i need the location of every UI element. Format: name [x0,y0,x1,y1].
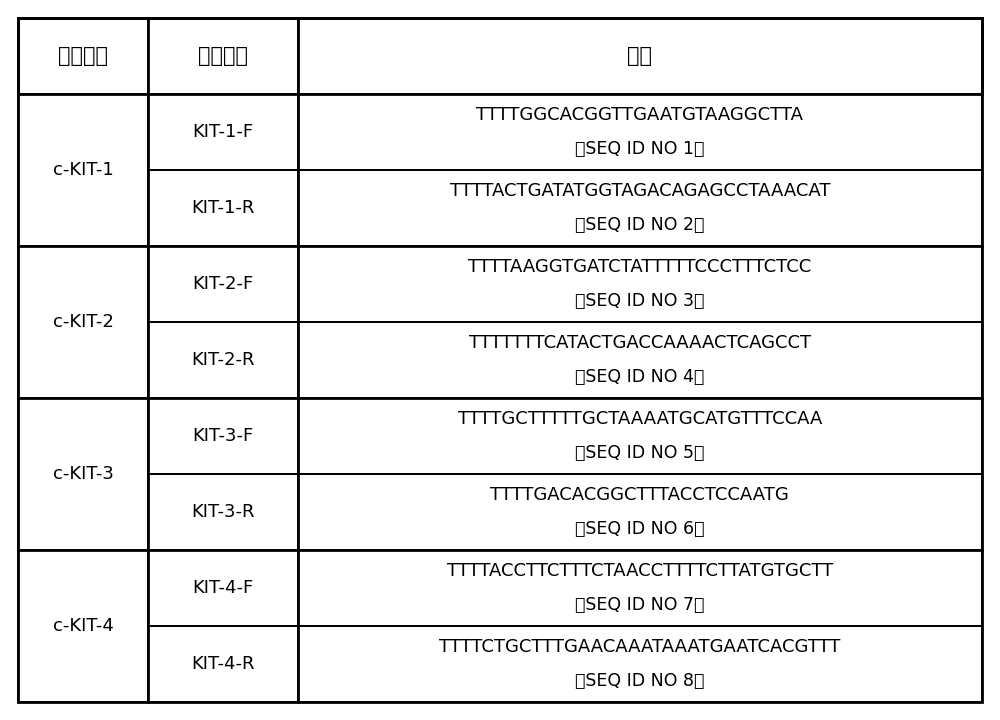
Text: KIT-1-R: KIT-1-R [191,199,255,217]
Text: c-KIT-1: c-KIT-1 [53,161,113,179]
Text: （SEQ ID NO 5）: （SEQ ID NO 5） [575,444,704,462]
Bar [298,474,982,550]
Bar [148,626,298,702]
Bar [298,550,982,626]
Text: KIT-3-F: KIT-3-F [192,427,253,445]
Bar [148,550,298,626]
Text: （SEQ ID NO 4）: （SEQ ID NO 4） [575,368,704,386]
Text: TTTTGACACGGCTTTACCTCCAATG: TTTTGACACGGCTTTACCTCCAATG [490,486,789,504]
Bar [18,246,148,398]
Bar [148,474,298,550]
Text: KIT-2-R: KIT-2-R [191,351,255,369]
Bar [298,170,982,246]
Text: 引物名称: 引物名称 [198,46,248,66]
Text: KIT-4-R: KIT-4-R [191,655,255,673]
Text: TTTTAAGGTGATCTATTTTTCCCTTTCTCC: TTTTAAGGTGATCTATTTTTCCCTTTCTCC [468,258,811,276]
Text: （SEQ ID NO 7）: （SEQ ID NO 7） [575,595,704,613]
Text: KIT-4-F: KIT-4-F [192,579,253,597]
Bar [148,170,298,246]
Bar [18,94,148,246]
Bar [298,94,982,170]
Text: c-KIT-3: c-KIT-3 [53,465,114,483]
Bar [298,322,982,398]
Bar [18,550,148,702]
Text: （SEQ ID NO 8）: （SEQ ID NO 8） [575,672,704,690]
Text: KIT-3-R: KIT-3-R [191,503,255,521]
Text: TTTTGGCACGGTTGAATGTAAGGCTTA: TTTTGGCACGGTTGAATGTAAGGCTTA [476,107,803,125]
Text: KIT-2-F: KIT-2-F [192,275,253,293]
Text: （SEQ ID NO 1）: （SEQ ID NO 1） [575,140,704,158]
Text: （SEQ ID NO 6）: （SEQ ID NO 6） [575,520,705,538]
Bar [148,398,298,474]
Bar [298,398,982,474]
Bar [148,94,298,170]
Text: KIT-1-F: KIT-1-F [192,123,253,141]
Bar [298,626,982,702]
Text: TTTTACCTTCTTTCTAACCTTTTCTTATGTGCTT: TTTTACCTTCTTTCTAACCTTTTCTTATGTGCTT [447,562,833,580]
Bar [18,398,148,550]
Bar [148,322,298,398]
Text: 序列: 序列 [627,46,652,66]
Bar [148,246,298,322]
Text: TTTTACTGATATGGTAGACAGAGCCTAAACAT: TTTTACTGATATGGTAGACAGAGCCTAAACAT [450,182,830,200]
Bar [298,246,982,322]
Text: c-KIT-2: c-KIT-2 [53,313,114,331]
Text: （SEQ ID NO 3）: （SEQ ID NO 3） [575,292,704,310]
Text: 目标区域: 目标区域 [58,46,108,66]
Text: （SEQ ID NO 2）: （SEQ ID NO 2） [575,216,704,234]
Bar [18,18,982,94]
Text: TTTTCTGCTTTGAACAAATAAATGAATCACGTTT: TTTTCTGCTTTGAACAAATAAATGAATCACGTTT [439,638,840,656]
Text: TTTTGCTTTTTGCTAAAATGCATGTTTCCAA: TTTTGCTTTTTGCTAAAATGCATGTTTCCAA [458,410,822,428]
Text: TTTTTTTCATACTGACCAAAACTCAGCCT: TTTTTTTCATACTGACCAAAACTCAGCCT [469,334,811,352]
Text: c-KIT-4: c-KIT-4 [53,617,114,635]
